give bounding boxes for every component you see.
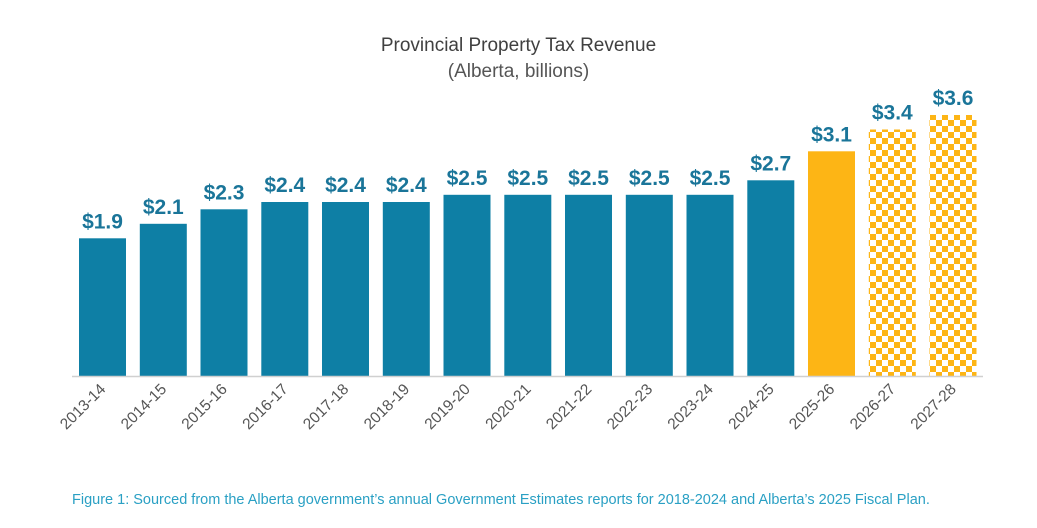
data-label: $3.4 — [872, 102, 913, 125]
bar-2020-21 — [504, 194, 552, 377]
data-label: $2.4 — [325, 174, 366, 197]
data-label: $2.5 — [629, 167, 670, 190]
bar-2022-23 — [625, 194, 673, 377]
data-labels-group: $1.9 $2.1 $2.3 $2.4 $2.4 $2.4 $2.5 $2.5 $2.5 $2.5… — [82, 87, 973, 233]
x-tick-label: 2021-22 — [543, 381, 595, 433]
data-label: $2.3 — [204, 181, 245, 204]
bar-2018-19 — [382, 202, 430, 376]
x-tick-label: 2019-20 — [422, 381, 475, 434]
x-tick-label: 2026-27 — [847, 381, 899, 433]
data-label: $2.5 — [690, 167, 731, 190]
data-label: $2.5 — [507, 167, 548, 190]
x-tick-label: 2020-21 — [482, 381, 534, 433]
data-label: $2.7 — [750, 152, 791, 175]
bar-2017-18 — [322, 202, 369, 376]
bar-2014-15 — [139, 223, 187, 377]
data-label: $2.5 — [568, 167, 609, 190]
bar-2026-27 — [868, 129, 916, 376]
bar-2016-17 — [261, 202, 309, 376]
x-tick-label: 2016-17 — [239, 381, 291, 433]
figure-caption: Figure 1: Sourced from the Alberta gover… — [72, 492, 930, 508]
x-tick-label: 2023-24 — [665, 381, 718, 434]
bar-2019-20 — [443, 194, 491, 377]
x-tick-label: 2027-28 — [908, 381, 960, 433]
bar-2024-25 — [747, 180, 795, 377]
x-tick-label: 2014-15 — [118, 381, 170, 433]
data-label: $2.1 — [143, 196, 184, 219]
data-label: $3.1 — [811, 123, 852, 146]
x-tick-label: 2024-25 — [725, 381, 777, 433]
x-tick-label: 2015-16 — [179, 381, 231, 433]
bar-2013-14 — [79, 238, 126, 377]
bar-2015-16 — [200, 209, 248, 377]
data-label: $2.4 — [386, 174, 427, 197]
bar-2027-28 — [929, 115, 977, 376]
x-tick-label: 2013-14 — [57, 381, 110, 434]
bar-2021-22 — [565, 194, 612, 377]
bar-2025-26 — [808, 151, 855, 377]
x-tick-labels-group: 2013-14 2014-15 2015-16 2016-17 2017-18 2018-… — [57, 381, 960, 434]
x-tick-label: 2018-19 — [361, 381, 413, 433]
x-tick-label: 2022-23 — [604, 381, 656, 433]
data-label: $3.6 — [933, 87, 974, 110]
data-label: $2.5 — [447, 167, 488, 190]
data-label: $2.4 — [264, 174, 305, 197]
x-tick-label: 2017-18 — [300, 381, 352, 433]
bars-group — [79, 115, 977, 377]
chart-title: Provincial Property Tax Revenue — [380, 35, 657, 56]
data-label: $1.9 — [82, 210, 123, 233]
chart-subtitle: (Alberta, billions) — [447, 61, 590, 82]
x-tick-label: 2025-26 — [786, 381, 838, 433]
bar-chart: $1.9 $2.1 $2.3 $2.4 $2.4 $2.4 $2.5 $2.5 $2.5 $2.5… — [57, 87, 983, 434]
bar-2023-24 — [686, 194, 734, 377]
